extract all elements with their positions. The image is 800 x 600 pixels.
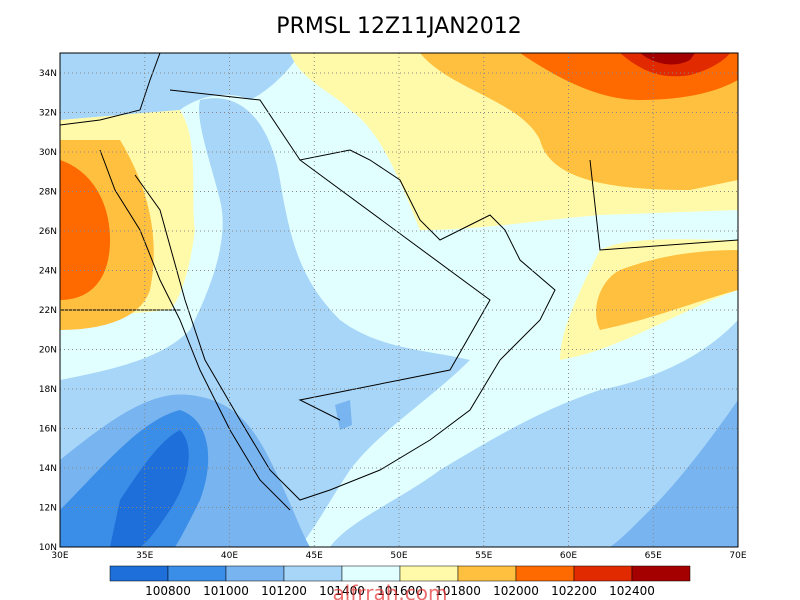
lat-tick-label: 26N — [39, 227, 57, 237]
lat-tick-label: 32N — [39, 109, 57, 119]
colorbar-label: 101400 — [319, 584, 365, 598]
lat-tick-label: 16N — [39, 425, 57, 435]
lon-tick-label: 35E — [136, 551, 153, 561]
colorbar-label: 101200 — [261, 584, 307, 598]
lat-tick-label: 12N — [39, 504, 57, 514]
lon-tick-label: 60E — [560, 551, 577, 561]
colorbar-label: 102000 — [493, 584, 539, 598]
title: PRMSL 12Z11JAN2012 — [276, 14, 521, 39]
pressure-band — [335, 400, 352, 430]
colorbar-label: 101000 — [203, 584, 249, 598]
pressure-band — [60, 53, 300, 120]
lat-tick-label: 18N — [39, 385, 57, 395]
colorbar-box — [631, 565, 691, 582]
colorbar-box — [399, 565, 459, 582]
lon-tick-label: 65E — [645, 551, 662, 561]
lon-tick-label: 55E — [475, 551, 492, 561]
colorbar: 100800 101000 101200 101400 101600 101800 1020… — [109, 565, 691, 598]
lat-tick-label: 22N — [39, 306, 57, 316]
watermark: alfrrah.com — [333, 581, 448, 600]
pressure-band — [620, 53, 730, 77]
pressure-band — [610, 400, 738, 547]
lon-tick-label: 40E — [221, 551, 238, 561]
lat-tick-label: 24N — [39, 267, 57, 277]
colorbar-box — [109, 565, 169, 582]
colorbar-box — [457, 565, 517, 582]
coast — [134, 149, 556, 501]
graticule — [60, 53, 738, 547]
colorbar-label: 101800 — [435, 584, 481, 598]
lon-tick-label: 50E — [390, 551, 407, 561]
lat-tick-label: 30N — [39, 148, 57, 158]
pressure-band — [330, 320, 738, 547]
colorbar-box — [167, 565, 227, 582]
pressure-band — [640, 53, 695, 65]
colorbar-box — [515, 565, 575, 582]
lon-tick-label: 45E — [306, 551, 323, 561]
pressure-band — [110, 430, 189, 547]
colorbar-label: 100800 — [145, 584, 191, 598]
colorbar-box — [341, 565, 401, 582]
lat-tick-label: 20N — [39, 346, 57, 356]
lat-tick-label: 14N — [39, 464, 57, 474]
colorbar-label: 102200 — [551, 584, 597, 598]
colorbar-box — [225, 565, 285, 582]
colorbar-box — [573, 565, 633, 582]
lat-tick-label: 34N — [39, 69, 57, 79]
colorbar-label: 102400 — [609, 584, 655, 598]
pressure-band — [596, 250, 738, 330]
map-frame — [59, 52, 739, 548]
pressure-band — [60, 160, 110, 300]
pressure-fills — [60, 53, 738, 547]
coast — [60, 53, 291, 511]
colorbar-label: 101600 — [377, 584, 423, 598]
colorbar-box — [283, 565, 343, 582]
lat-tick-label: 28N — [39, 188, 57, 198]
lat-tick-label: 10N — [39, 543, 57, 553]
ticks: 30E 35E 40E 45E 50E 55E 60E 65E 70E 10N 12N 14N 16N 1… — [39, 69, 747, 561]
lon-tick-label: 70E — [729, 551, 746, 561]
lon-tick-label: 30E — [51, 551, 68, 561]
